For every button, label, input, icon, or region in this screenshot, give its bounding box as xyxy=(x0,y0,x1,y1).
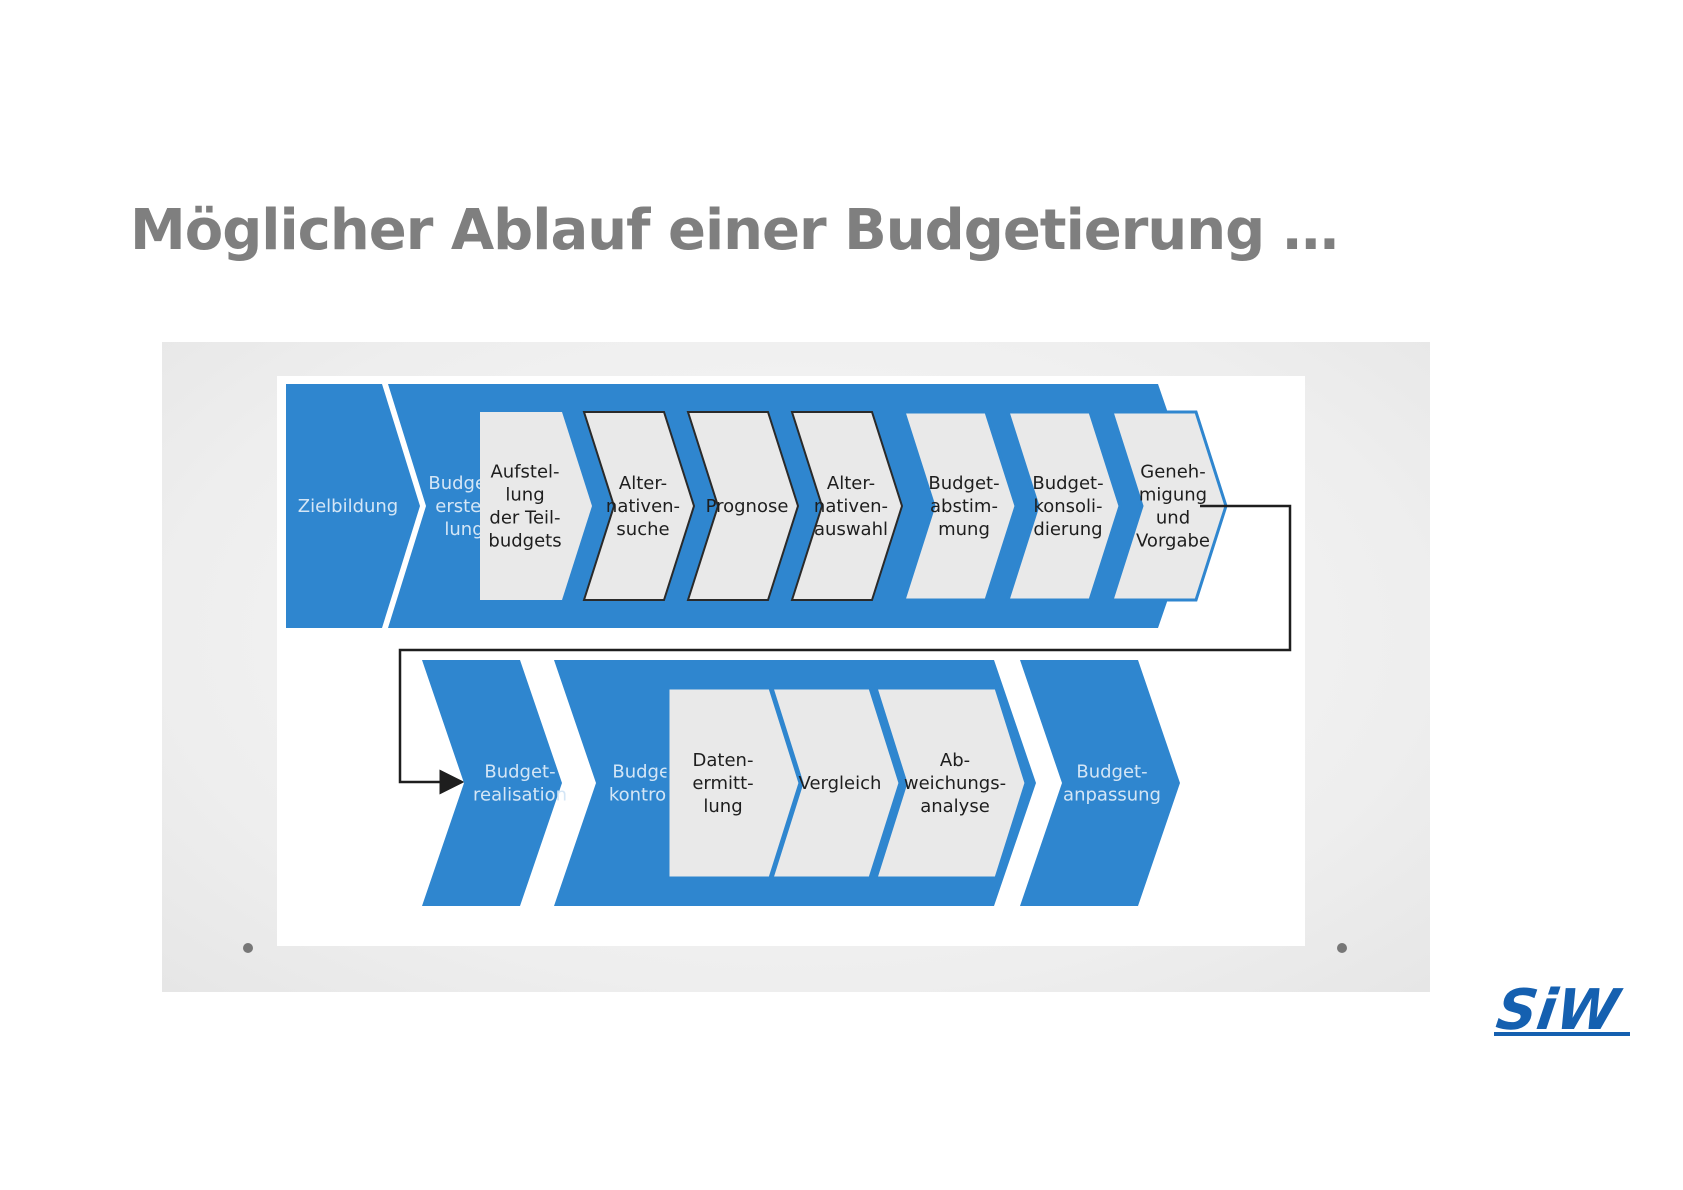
row1-step-5-label: Budget-abstim-mung xyxy=(928,473,999,540)
row1-step-1-label-line: lung xyxy=(505,485,544,506)
budgeterstellung-label-line: lung xyxy=(444,519,483,540)
budgetanpassung-label: Budget-anpassung xyxy=(1063,762,1161,806)
row1-step-4-label-line: auswahl xyxy=(814,519,888,540)
row2-step-1-shape xyxy=(666,686,802,880)
row1-step-2-shape xyxy=(582,411,696,601)
zielbildung-label-line: Zielbildung xyxy=(298,496,399,517)
row1-step-5-shape xyxy=(901,410,1018,602)
row1-step-3-shape xyxy=(686,411,800,601)
corner-dot-left xyxy=(243,943,253,953)
row1-step-6-label: Budget-konsoli-dierung xyxy=(1032,473,1103,540)
row1-step-2-label-line: Alter- xyxy=(619,473,667,494)
row1-step-6-label-line: dierung xyxy=(1033,519,1102,540)
row2-step-3-label-line: analyse xyxy=(920,796,990,817)
siw-logo: SiW xyxy=(1493,980,1630,1038)
row1-step-2-label: Alter-nativen-suche xyxy=(606,473,680,540)
row1-step-1-shape xyxy=(480,412,592,600)
row2-step-1-label-line: ermitt- xyxy=(692,773,753,794)
budget-process-diagram: ZielbildungBudget-erstel-lungAufstel-lun… xyxy=(243,376,1347,953)
process-figure: Zielbildung Budget-erstel-lung Aufstel-lun… xyxy=(162,342,1430,992)
budgetanpassung-shape xyxy=(1020,660,1180,906)
row1-step-2-label-line: nativen- xyxy=(606,496,680,517)
budgetrealisation-label-line: realisation xyxy=(473,785,567,806)
row2-step-2-shape xyxy=(769,686,902,880)
budgetanpassung-label-line: Budget- xyxy=(1076,762,1147,783)
row1-step-1-label-line: Aufstel- xyxy=(490,462,559,483)
row1-step-5-label-line: abstim- xyxy=(930,496,998,517)
slide-title: Möglicher Ablauf einer Budgetierung … xyxy=(130,198,1339,263)
row2-step-1-label: Daten-ermitt-lung xyxy=(692,750,753,817)
row2-step-1-label-line: Daten- xyxy=(693,750,754,771)
row2-step-3-shape xyxy=(873,686,1028,880)
row1-step-6-shape xyxy=(1005,410,1122,602)
row1-step-5-label-line: Budget- xyxy=(928,473,999,494)
row1-step-2-label-line: suche xyxy=(616,519,669,540)
row1-step-4-label-line: nativen- xyxy=(814,496,888,517)
budgetrealisation-label: Budget-realisation xyxy=(473,762,567,806)
flow-connector-arrow xyxy=(398,504,1292,795)
row2-step-2-label-line: Vergleich xyxy=(799,773,882,794)
budgeterstellung-label-line: erstel- xyxy=(435,496,492,517)
row1-step-1-label-line: budgets xyxy=(488,531,561,552)
budgetrealisation-shape xyxy=(422,660,562,906)
row1-step-4-label: Alter-nativen-auswahl xyxy=(814,473,888,540)
row1-step-1-label-line: der Teil- xyxy=(489,508,560,529)
row1-step-6-label-line: konsoli- xyxy=(1033,496,1102,517)
budgetrealisation-label-line: Budget- xyxy=(484,762,555,783)
row1-step-6-label-line: Budget- xyxy=(1032,473,1103,494)
row1-step-3-label-line: Prognose xyxy=(706,496,789,517)
row2-step-3-label-line: Ab- xyxy=(940,750,970,771)
siw-logo-text: SiW xyxy=(1493,980,1626,1038)
siw-logo-underline xyxy=(1494,1032,1630,1036)
row2-step-3-label: Ab-weichungs-analyse xyxy=(904,750,1006,817)
row1-step-5-label-line: mung xyxy=(938,519,990,540)
row1-step-7-label-line: und xyxy=(1156,508,1190,529)
row1-step-7-label-line: Vorgabe xyxy=(1136,531,1210,552)
zielbildung-shape xyxy=(286,384,420,628)
row1-step-4-shape xyxy=(790,411,904,601)
row2-step-2-label: Vergleich xyxy=(799,773,882,794)
corner-dot-right xyxy=(1337,943,1347,953)
row2-step-1-label-line: lung xyxy=(703,796,742,817)
zielbildung-label: Zielbildung xyxy=(298,496,399,517)
row1-step-3-label: Prognose xyxy=(706,496,789,517)
row1-step-7-label-line: Geneh- xyxy=(1140,462,1205,483)
row1-step-4-label-line: Alter- xyxy=(827,473,875,494)
row1-step-7-label-line: migung xyxy=(1139,485,1207,506)
row1-step-7-shape xyxy=(1109,410,1228,602)
budgetkontrolle-label-line: Budget- xyxy=(612,762,683,783)
row2-step-3-label-line: weichungs- xyxy=(904,773,1006,794)
budgetanpassung-label-line: anpassung xyxy=(1063,785,1161,806)
